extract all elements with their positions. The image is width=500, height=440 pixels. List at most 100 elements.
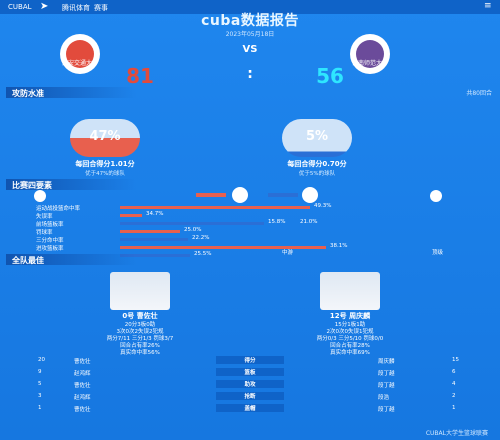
leader-left-name: 赵鸿辉 — [74, 395, 91, 401]
home-percentile-circle: 47% — [70, 119, 140, 157]
leader-right-name: 段丁越 — [378, 383, 395, 389]
leader-left-name: 曹佐壮 — [74, 407, 91, 413]
section-best-players-title: 全队最佳 — [12, 256, 44, 265]
factor-value-1: 49.3% — [314, 203, 332, 209]
factor-bar-6 — [120, 246, 326, 249]
leaders-row: 9 赵鸿辉 篮板 段丁越 6 — [38, 368, 462, 377]
away-percentile: 5% — [305, 129, 329, 144]
home-legend-swatch — [196, 193, 226, 197]
top-brand-bar: CUBAL ➤ 腾讯体育 赛事 ≡ — [0, 0, 500, 14]
factor-label-3: 前场篮板率 — [36, 222, 64, 228]
leader-left-num: 9 — [38, 369, 42, 375]
section-four-factors: 比赛四要素 — [0, 179, 500, 190]
leader-left-num: 20 — [38, 357, 45, 363]
factor-bar-4 — [120, 230, 180, 233]
away-mini-logo-icon — [302, 187, 318, 203]
scale-top-label: 顶级 — [432, 250, 444, 256]
play-icon: ➤ — [40, 1, 49, 12]
leaders-row: 5 曹佐壮 助攻 段丁越 4 — [38, 380, 462, 389]
home-percentile-note: 优于47%的球队 — [85, 171, 125, 177]
leader-right-num: 2 — [452, 393, 456, 399]
player-photo-1 — [110, 272, 170, 310]
away-row-logo-icon — [430, 190, 442, 202]
factor-bar-2 — [120, 214, 142, 217]
home-mini-logo-icon — [232, 187, 248, 203]
factor-mid-4: 25.0% — [184, 227, 202, 233]
factor-bar-3 — [120, 222, 264, 225]
player-2-line1: 15分1板1助 — [334, 322, 366, 328]
factor-mid-3: 21.0% — [300, 219, 318, 225]
away-logo-emblem-icon — [356, 40, 384, 68]
brand-right: 赛事 — [94, 4, 108, 12]
player-2-line2: 2次0次0失误1犯规 — [326, 329, 374, 335]
away-team-logo — [350, 34, 390, 74]
player-2-name: 12号 周庆麟 — [329, 312, 371, 320]
player-1-line3: 两分7/11 三分1/3 罚球3/7 — [106, 336, 174, 342]
home-row-logo-icon — [34, 190, 46, 202]
possession-total: 共80回合 — [466, 90, 492, 97]
leader-left-name: 赵鸿辉 — [74, 371, 91, 377]
factor-label-4: 罚球率 — [36, 230, 53, 236]
report-title: cuba数据报告 — [201, 13, 299, 29]
menu-icon[interactable]: ≡ — [484, 1, 492, 11]
factor-bar-1 — [120, 206, 310, 209]
section-four-factors-title: 比赛四要素 — [12, 181, 52, 190]
player-1-name: 0号 曹佐壮 — [122, 312, 158, 320]
factor-value-6: 38.1% — [330, 243, 348, 249]
home-points-per-possession: 每回合得分1.01分 — [75, 160, 135, 168]
leader-right-num: 6 — [452, 369, 456, 375]
score-colon: : — [247, 66, 253, 82]
leader-left-num: 3 — [38, 393, 42, 399]
factor-bar-5 — [120, 238, 188, 241]
away-points-per-possession: 每回合得分0.70分 — [287, 160, 347, 168]
brand-left: CUBAL — [8, 3, 32, 11]
home-team-name: 西安交通大学 — [61, 60, 98, 67]
leader-right-name: 段丁越 — [378, 407, 395, 413]
leader-right-num: 4 — [452, 381, 456, 387]
leader-right-name: 周庆麟 — [378, 359, 395, 365]
away-score: 56 — [316, 64, 344, 88]
leader-left-name: 曹佐壮 — [74, 383, 91, 389]
leader-stat: 盖帽 — [216, 404, 284, 412]
factor-mid-7: 25.5% — [194, 251, 212, 257]
factor-label-6: 进攻篮板率 — [36, 246, 64, 252]
leader-stat: 篮板 — [216, 368, 284, 376]
leaders-row: 1 曹佐壮 盖帽 段丁越 1 — [38, 404, 462, 413]
away-legend-swatch — [268, 193, 298, 197]
section-best-players: 全队最佳 — [0, 254, 500, 265]
player-1-line4: 回合占有率26% — [120, 343, 160, 349]
leaders-row: 3 赵鸿辉 抢断 段浩 2 — [38, 392, 462, 401]
player-2-line5: 真实命中率69% — [330, 350, 370, 356]
factor-value-3: 15.8% — [268, 219, 286, 225]
away-percentile-circle: 5% — [282, 119, 352, 157]
leader-stat: 得分 — [216, 356, 284, 364]
factor-value-2: 34.7% — [146, 211, 164, 217]
section-offense: 攻防水准 共80回合 — [0, 87, 500, 98]
section-offense-title: 攻防水准 — [12, 89, 44, 98]
factor-mid-5: 22.2% — [192, 235, 210, 241]
player-1-line5: 真实命中率56% — [120, 350, 160, 356]
away-percentile-note: 优于5%的球队 — [298, 171, 336, 177]
home-logo-emblem-icon — [66, 40, 94, 68]
factor-bar-7 — [120, 254, 190, 257]
player-photo-2 — [320, 272, 380, 310]
brand-mid: 腾讯体育 — [62, 4, 90, 12]
factor-label-2: 失误率 — [36, 214, 53, 220]
player-1-line2: 3次0次2失误2犯规 — [116, 329, 164, 335]
leader-right-name: 段丁越 — [378, 371, 395, 377]
footer-watermark: CUBAL大学生篮球联赛 — [425, 430, 488, 437]
home-team-logo — [60, 34, 100, 74]
leader-stat: 助攻 — [216, 380, 284, 388]
factor-label-1: 运动战投篮命中率 — [36, 206, 81, 212]
home-score: 81 — [126, 64, 154, 88]
leader-left-num: 1 — [38, 405, 42, 411]
player-2-line3: 两分0/3 三分5/10 罚球0/0 — [316, 336, 384, 342]
leader-left-num: 5 — [38, 381, 42, 387]
leader-left-name: 曹佐壮 — [74, 359, 91, 365]
player-1-line1: 20分3板0助 — [124, 322, 156, 328]
vs-label: VS — [242, 44, 258, 55]
factor-label-5: 三分命中率 — [36, 238, 64, 244]
leader-right-num: 1 — [452, 405, 456, 411]
scale-mid-label: 中游 — [282, 250, 294, 256]
